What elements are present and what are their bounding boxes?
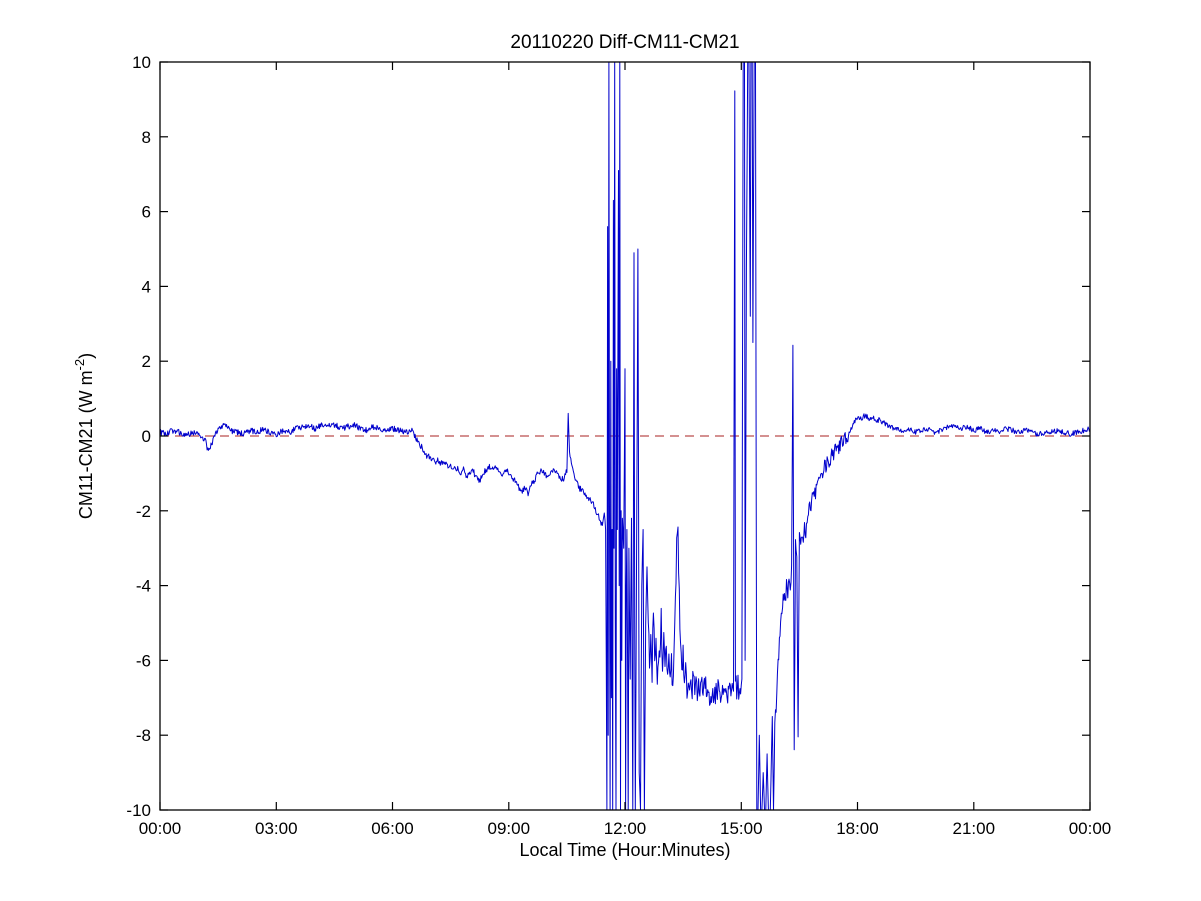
y-tick-label: 4: [142, 277, 151, 296]
x-axis-label: Local Time (Hour:Minutes): [519, 840, 730, 860]
x-tick-label: 21:00: [953, 819, 996, 838]
x-tick-label: 00:00: [1069, 819, 1112, 838]
x-tick-label: 15:00: [720, 819, 763, 838]
x-tick-label: 00:00: [139, 819, 182, 838]
y-tick-label: -6: [136, 651, 151, 670]
x-tick-label: 12:00: [604, 819, 647, 838]
y-axis-label-suffix: ): [76, 353, 96, 359]
x-tick-label: 18:00: [836, 819, 879, 838]
y-tick-label: 8: [142, 128, 151, 147]
y-axis-label: CM11-CM21 (W m-2): [72, 353, 96, 519]
chart-title: 20110220 Diff-CM11-CM21: [510, 32, 739, 53]
y-tick-label: 6: [142, 203, 151, 222]
y-tick-label: -10: [126, 801, 151, 820]
y-tick-label: -4: [136, 577, 151, 596]
y-axis-label-prefix: CM11-CM21 (W m: [76, 370, 96, 519]
series-line: [159, 61, 1091, 811]
y-tick-label: 2: [142, 352, 151, 371]
y-axis-label-superscript: -2: [72, 359, 87, 371]
y-tick-label: 0: [142, 427, 151, 446]
y-tick-label: 10: [132, 53, 151, 72]
axes-layer: 00:00 03:00 06:00 09:00 12:00 15:00 18:00 21:00…: [126, 53, 1111, 838]
y-tick-label: -8: [136, 726, 151, 745]
x-tick-label: 03:00: [255, 819, 298, 838]
y-tick-label: -2: [136, 502, 151, 521]
x-tick-label: 09:00: [488, 819, 531, 838]
x-tick-label: 06:00: [371, 819, 414, 838]
